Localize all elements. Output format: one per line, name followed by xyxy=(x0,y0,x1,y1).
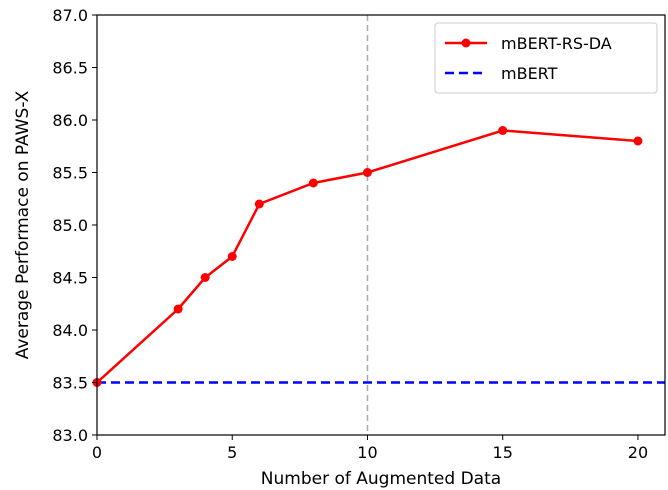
y-tick-label: 83.5 xyxy=(52,374,88,393)
data-point xyxy=(362,168,372,177)
legend-box xyxy=(434,22,658,94)
main-series xyxy=(92,126,643,387)
y-axis-label: Average Performace on PAWS-X xyxy=(13,90,33,359)
data-point xyxy=(254,199,264,209)
legend-label-mbert-rs-da: mBERT-RS-DA xyxy=(501,34,612,53)
y-axis: 83.0 83.5 84.0 84.5 85.0 85.5 86.0 86.5 87.0 xyxy=(52,6,97,445)
x-axis: 0 5 10 15 20 xyxy=(92,435,648,462)
data-point xyxy=(173,304,183,314)
y-tick-label: 86.0 xyxy=(52,111,88,130)
legend: mBERT-RS-DA mBERT xyxy=(434,22,658,94)
x-tick-label: 10 xyxy=(357,443,377,462)
y-tick-label: 85.0 xyxy=(52,216,88,235)
x-tick-label: 0 xyxy=(92,443,102,462)
data-point xyxy=(498,126,508,135)
x-tick-label: 5 xyxy=(227,443,237,462)
data-point xyxy=(633,136,643,146)
y-tick-label: 86.5 xyxy=(52,59,88,78)
y-tick-label: 85.5 xyxy=(52,164,88,183)
data-point xyxy=(308,178,318,188)
y-tick-label: 83.0 xyxy=(52,426,88,445)
legend-marker-mbert-rs-da xyxy=(461,38,471,48)
y-tick-label: 84.0 xyxy=(52,321,88,340)
y-tick-label: 87.0 xyxy=(52,6,88,25)
data-point xyxy=(200,273,210,282)
legend-label-mbert: mBERT xyxy=(501,64,558,83)
y-tick-label: 84.5 xyxy=(52,269,88,288)
x-tick-label: 15 xyxy=(493,443,513,462)
data-point xyxy=(227,252,237,261)
x-axis-label: Number of Augmented Data xyxy=(261,469,501,489)
x-tick-label: 20 xyxy=(628,443,648,462)
